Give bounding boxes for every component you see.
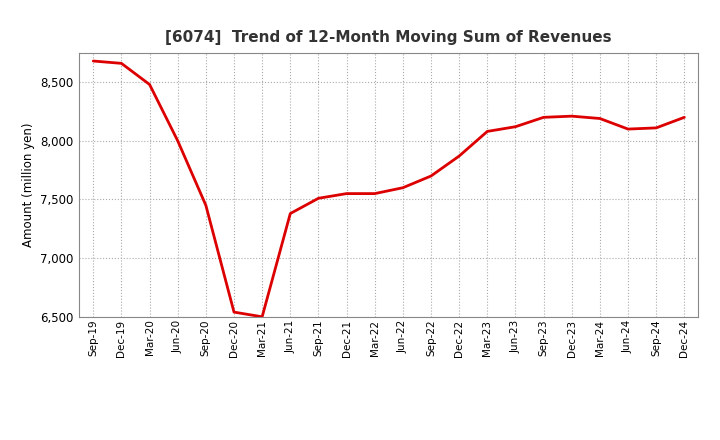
Title: [6074]  Trend of 12-Month Moving Sum of Revenues: [6074] Trend of 12-Month Moving Sum of R… (166, 29, 612, 45)
Y-axis label: Amount (million yen): Amount (million yen) (22, 123, 35, 247)
